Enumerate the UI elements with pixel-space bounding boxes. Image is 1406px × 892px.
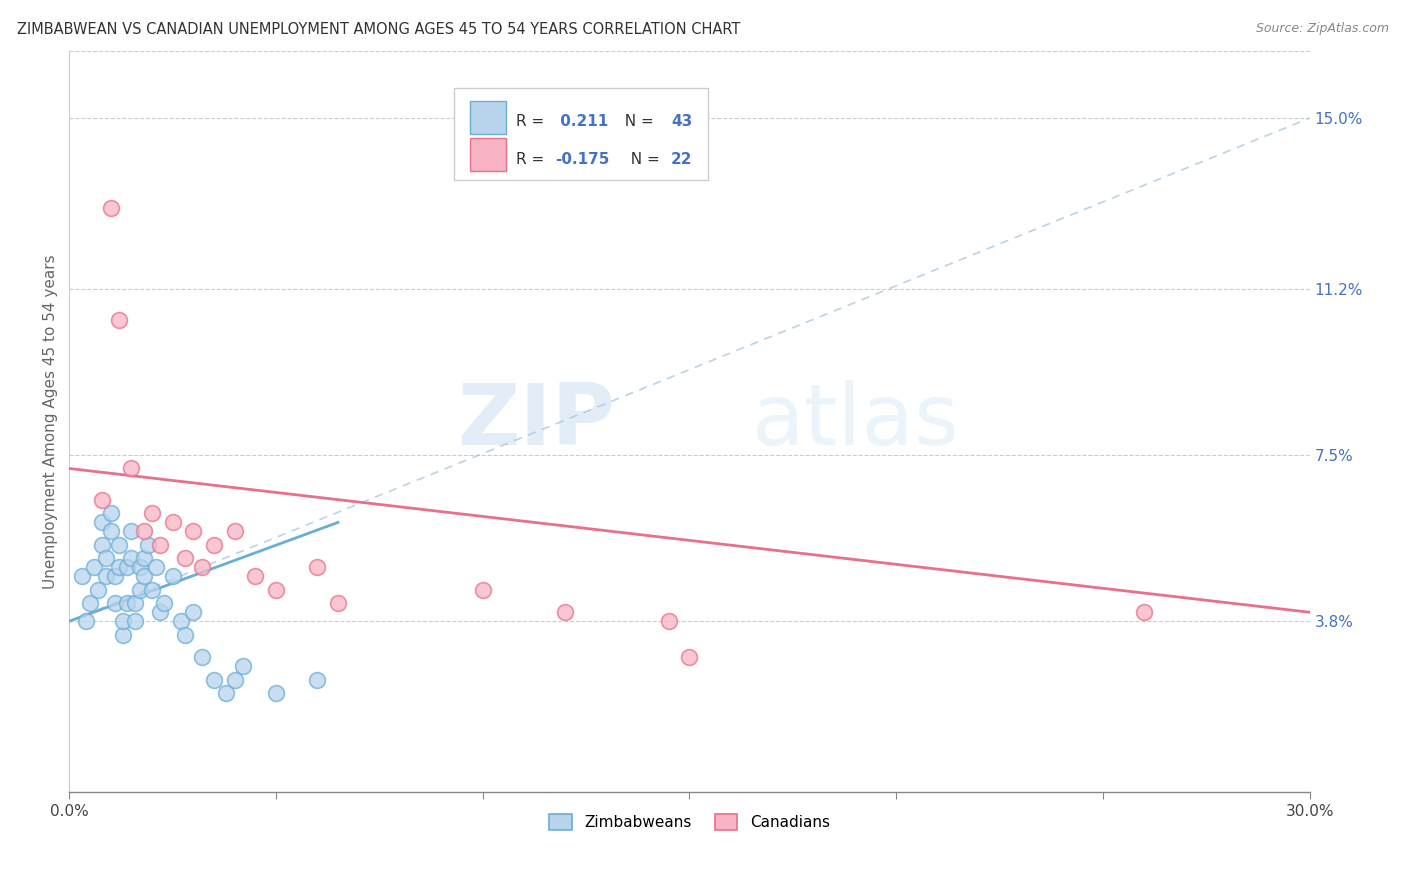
FancyBboxPatch shape bbox=[470, 101, 506, 134]
Point bbox=[111, 628, 134, 642]
Point bbox=[124, 596, 146, 610]
Point bbox=[1133, 605, 1156, 619]
Text: 0.211: 0.211 bbox=[555, 113, 609, 128]
Point bbox=[91, 516, 114, 530]
Point bbox=[132, 551, 155, 566]
Point bbox=[149, 605, 172, 619]
Point bbox=[104, 596, 127, 610]
Point bbox=[75, 614, 97, 628]
Point bbox=[162, 569, 184, 583]
Point bbox=[658, 614, 681, 628]
Point bbox=[153, 596, 176, 610]
Point bbox=[190, 560, 212, 574]
Point bbox=[215, 686, 238, 700]
Point bbox=[128, 582, 150, 597]
Point bbox=[170, 614, 193, 628]
Point bbox=[132, 524, 155, 539]
Point bbox=[141, 582, 163, 597]
Point bbox=[307, 560, 329, 574]
Point bbox=[181, 605, 204, 619]
Point bbox=[115, 596, 138, 610]
Point bbox=[145, 560, 167, 574]
Text: R =: R = bbox=[516, 153, 548, 167]
Text: 43: 43 bbox=[671, 113, 692, 128]
Point bbox=[100, 201, 122, 215]
FancyBboxPatch shape bbox=[454, 87, 709, 180]
Point bbox=[554, 605, 576, 619]
Point bbox=[174, 628, 197, 642]
Point bbox=[128, 560, 150, 574]
Text: ZIP: ZIP bbox=[457, 380, 614, 463]
Point bbox=[232, 659, 254, 673]
Point bbox=[190, 650, 212, 665]
Point bbox=[120, 551, 142, 566]
Y-axis label: Unemployment Among Ages 45 to 54 years: Unemployment Among Ages 45 to 54 years bbox=[44, 254, 58, 589]
Point bbox=[174, 551, 197, 566]
Point bbox=[70, 569, 93, 583]
Point bbox=[136, 538, 159, 552]
Point bbox=[202, 673, 225, 687]
Point bbox=[100, 507, 122, 521]
Text: N =: N = bbox=[614, 113, 658, 128]
Point bbox=[307, 673, 329, 687]
Point bbox=[96, 569, 118, 583]
Point bbox=[115, 560, 138, 574]
Point bbox=[108, 313, 131, 327]
FancyBboxPatch shape bbox=[470, 138, 506, 170]
Point bbox=[108, 560, 131, 574]
Point bbox=[224, 524, 246, 539]
Point bbox=[224, 673, 246, 687]
Point bbox=[104, 569, 127, 583]
Point bbox=[83, 560, 105, 574]
Point bbox=[141, 507, 163, 521]
Point bbox=[120, 524, 142, 539]
Text: ZIMBABWEAN VS CANADIAN UNEMPLOYMENT AMONG AGES 45 TO 54 YEARS CORRELATION CHART: ZIMBABWEAN VS CANADIAN UNEMPLOYMENT AMON… bbox=[17, 22, 740, 37]
Point bbox=[124, 614, 146, 628]
Point bbox=[108, 538, 131, 552]
Point bbox=[120, 461, 142, 475]
Point bbox=[79, 596, 101, 610]
Text: Source: ZipAtlas.com: Source: ZipAtlas.com bbox=[1256, 22, 1389, 36]
Point bbox=[264, 686, 287, 700]
Text: R =: R = bbox=[516, 113, 548, 128]
Point bbox=[471, 582, 494, 597]
Point bbox=[181, 524, 204, 539]
Point bbox=[245, 569, 267, 583]
Text: -0.175: -0.175 bbox=[555, 153, 610, 167]
Point bbox=[132, 569, 155, 583]
Point bbox=[91, 538, 114, 552]
Point bbox=[87, 582, 110, 597]
Point bbox=[149, 538, 172, 552]
Point bbox=[678, 650, 700, 665]
Point bbox=[264, 582, 287, 597]
Point bbox=[96, 551, 118, 566]
Point bbox=[202, 538, 225, 552]
Point bbox=[162, 516, 184, 530]
Point bbox=[91, 492, 114, 507]
Text: N =: N = bbox=[621, 153, 665, 167]
Point bbox=[100, 524, 122, 539]
Text: 22: 22 bbox=[671, 153, 692, 167]
Point bbox=[326, 596, 349, 610]
Text: atlas: atlas bbox=[751, 380, 959, 463]
Point bbox=[111, 614, 134, 628]
Legend: Zimbabweans, Canadians: Zimbabweans, Canadians bbox=[543, 808, 835, 836]
